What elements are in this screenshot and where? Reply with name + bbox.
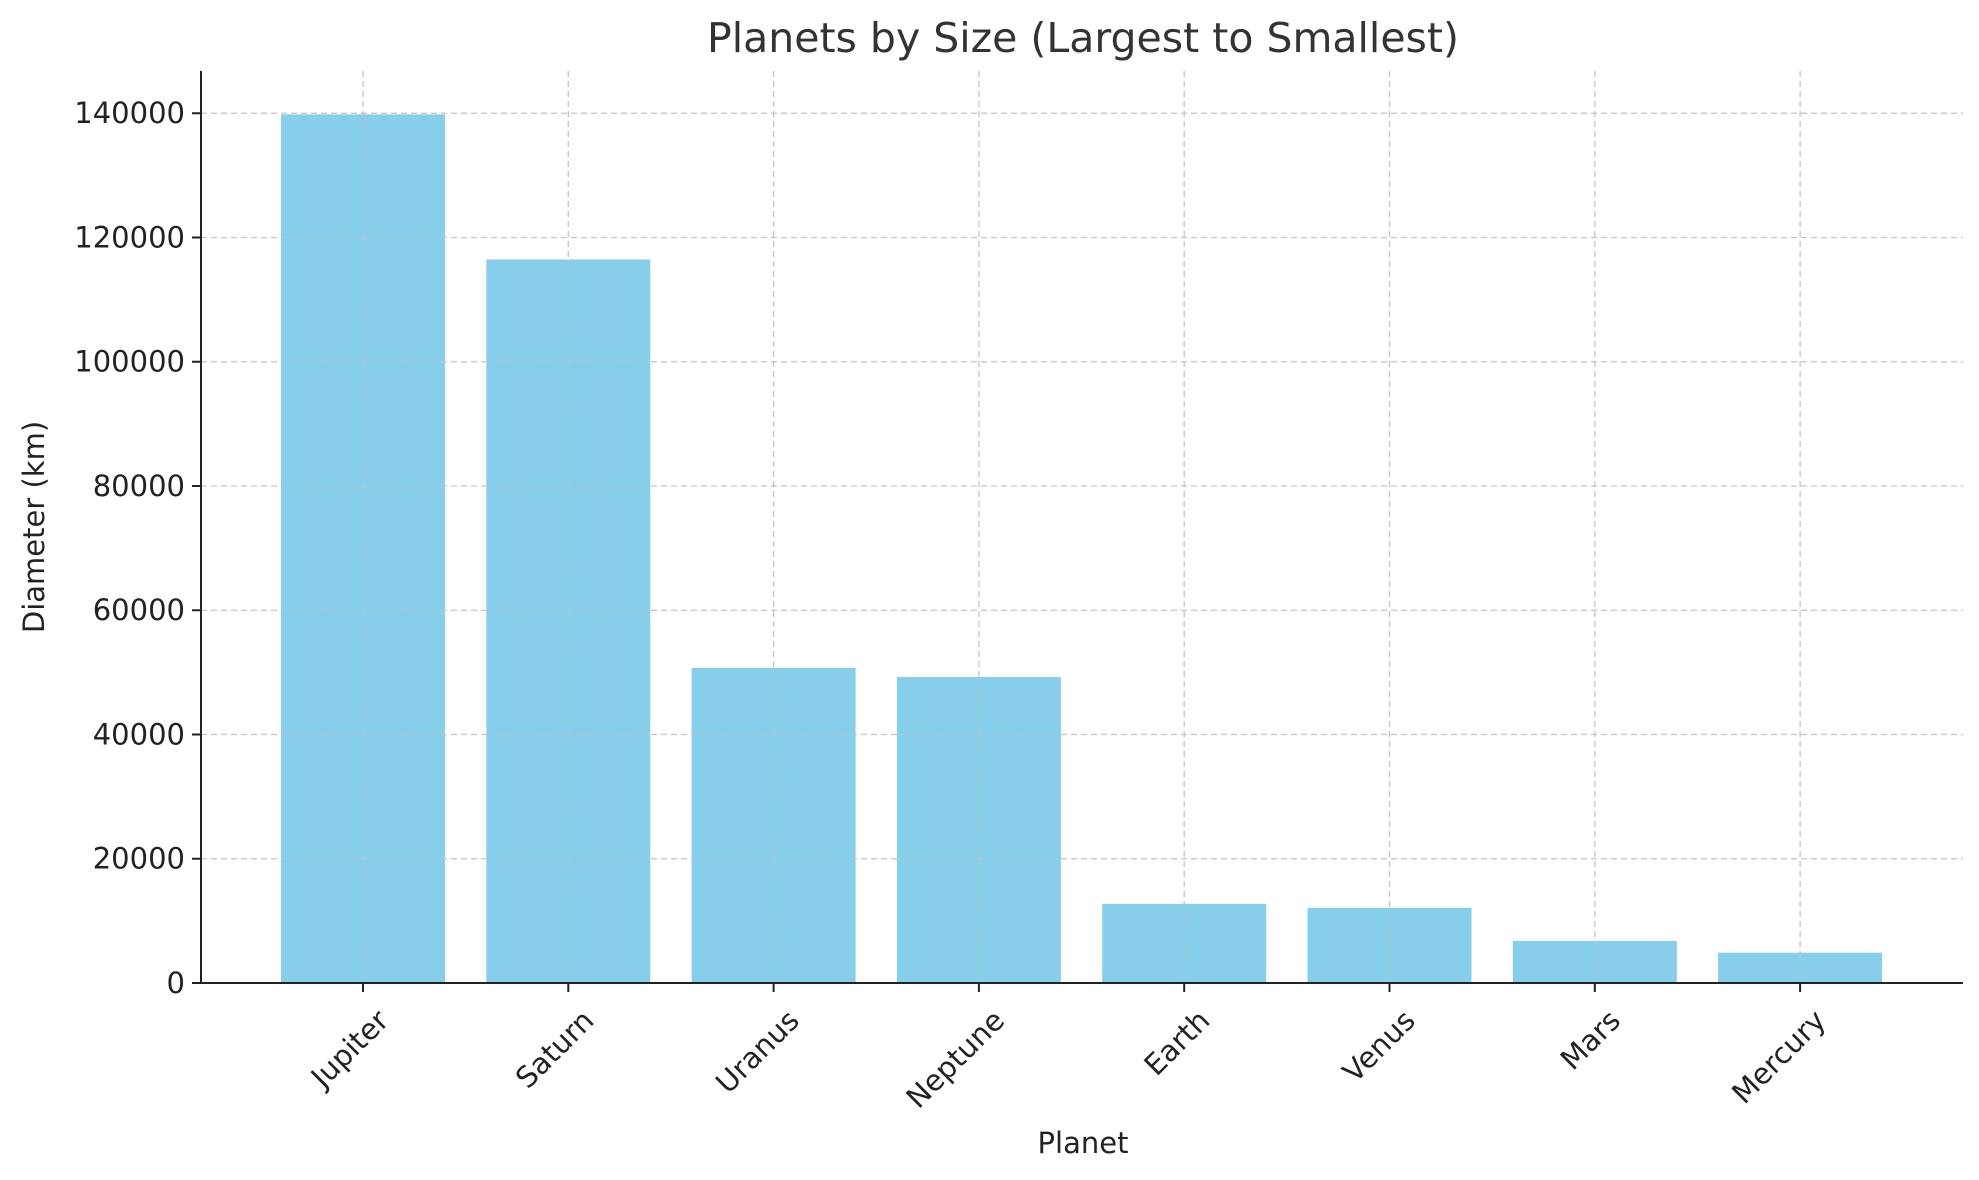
y-tick-label: 100000 — [74, 345, 185, 379]
bar-uranus — [691, 667, 856, 983]
x-tick-label-neptune: Neptune — [899, 1003, 1011, 1115]
x-tick-label-earth: Earth — [1137, 1003, 1216, 1082]
x-tick-label-mercury: Mercury — [1725, 1003, 1832, 1110]
bar-layer — [281, 114, 1883, 984]
y-tick-label: 60000 — [93, 593, 185, 627]
y-tick-label: 40000 — [93, 717, 185, 751]
grid-layer — [201, 71, 1963, 983]
x-tick-labels: Jupiter Saturn Uranus Neptune Earth Venus Mars… — [303, 983, 1832, 1115]
axis-layer — [200, 71, 1963, 984]
x-tick-label-jupiter: Jupiter — [303, 1003, 395, 1095]
y-axis-label: Diameter (km) — [17, 421, 51, 633]
x-tick-label-venus: Venus — [1336, 1003, 1422, 1089]
x-tick-label-saturn: Saturn — [509, 1003, 601, 1095]
y-tick-labels: 0 20000 40000 60000 80000 100000 120000 140000 — [74, 96, 201, 1000]
y-tick-label: 20000 — [93, 842, 185, 876]
x-tick-label-uranus: Uranus — [709, 1003, 806, 1100]
y-tick-label: 80000 — [93, 469, 185, 503]
y-tick-label: 0 — [167, 966, 185, 1000]
y-tick-label: 120000 — [74, 220, 185, 254]
y-tick-label: 140000 — [74, 96, 185, 130]
chart-title: Planets by Size (Largest to Smallest) — [707, 14, 1459, 62]
x-axis-label: Planet — [1038, 1126, 1129, 1160]
x-tick-label-mars: Mars — [1554, 1003, 1627, 1076]
